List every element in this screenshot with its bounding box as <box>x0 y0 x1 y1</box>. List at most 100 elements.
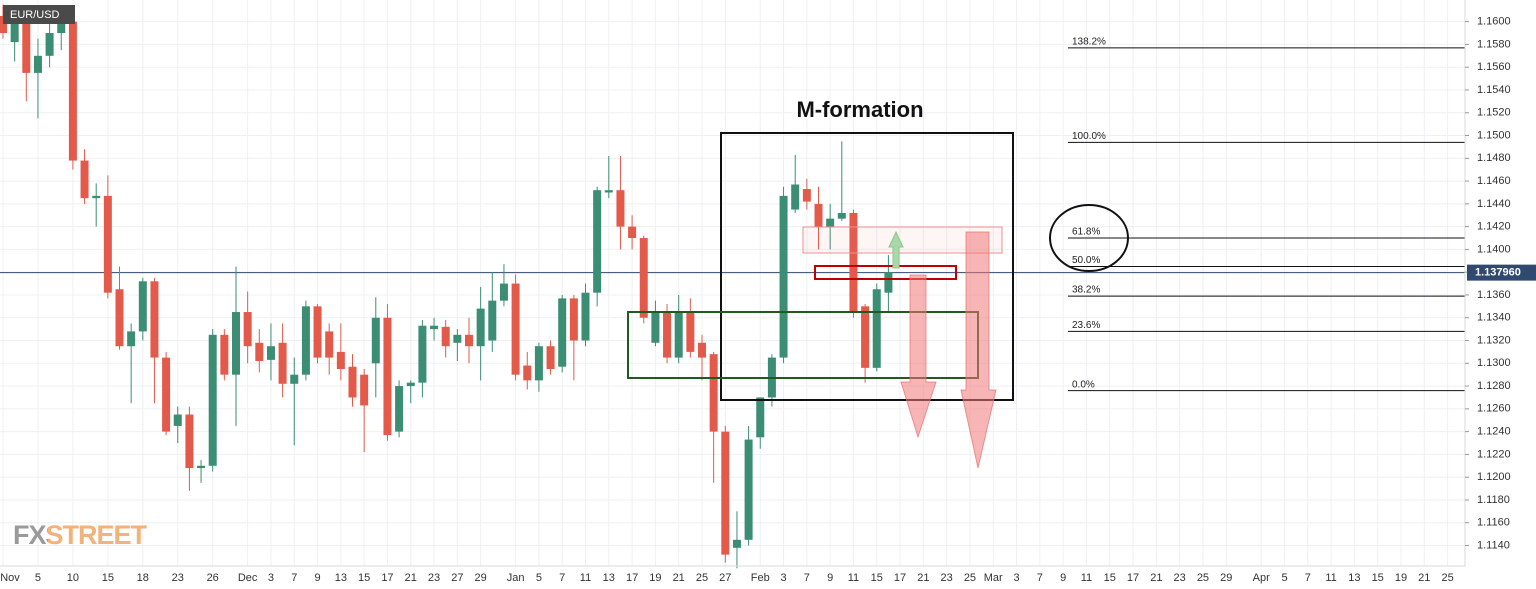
y-tick-label: 1.1200 <box>1477 471 1511 483</box>
candle-body <box>430 325 439 330</box>
candle-body <box>360 374 369 406</box>
candle-body <box>57 23 66 34</box>
candle-body <box>278 342 287 384</box>
candle-body <box>185 414 194 469</box>
x-tick-label: 25 <box>964 572 976 584</box>
x-tick-label: 23 <box>172 572 184 584</box>
candle-body <box>523 365 532 381</box>
x-tick-label: 7 <box>291 572 297 584</box>
y-tick-label: 1.1460 <box>1477 175 1511 187</box>
x-tick-label: 17 <box>381 572 393 584</box>
fib-label: 100.0% <box>1072 131 1106 142</box>
candle-body <box>593 190 602 293</box>
x-tick-label: 7 <box>1037 572 1043 584</box>
candle-body <box>301 306 310 375</box>
y-tick-label: 1.1180 <box>1477 494 1510 506</box>
candle-body <box>313 306 322 358</box>
down-arrow <box>900 274 937 439</box>
candle-body <box>22 15 31 73</box>
candle-body <box>476 308 485 347</box>
down-arrow <box>960 231 997 469</box>
x-tick-label: Mar <box>984 572 1003 584</box>
x-tick-label: 25 <box>1441 572 1453 584</box>
y-tick-label: 1.1500 <box>1477 129 1511 141</box>
current-price-badge <box>1467 264 1536 281</box>
y-tick-label: 1.1300 <box>1477 357 1511 369</box>
candle-body <box>115 289 124 347</box>
candle-body <box>220 334 229 375</box>
candle-body <box>861 306 870 368</box>
candle-body <box>266 346 275 360</box>
candle-body <box>499 283 508 301</box>
candle-body <box>802 189 811 202</box>
x-tick-label: 9 <box>314 572 320 584</box>
x-tick-label: 25 <box>696 572 708 584</box>
candle-body <box>604 190 613 193</box>
x-tick-label: 9 <box>827 572 833 584</box>
candle-body <box>558 298 567 367</box>
y-tick-label: 1.1560 <box>1477 61 1511 73</box>
watermark: FXSTREET <box>13 520 148 550</box>
candle-body <box>127 331 136 347</box>
candle-body <box>418 325 427 383</box>
candle-body <box>255 342 264 362</box>
x-tick-label: 23 <box>941 572 953 584</box>
candle-body <box>872 289 881 368</box>
candle-body <box>162 357 171 432</box>
y-tick-label: 1.1600 <box>1477 16 1511 28</box>
x-tick-label: 10 <box>67 572 79 584</box>
candle-body <box>616 190 625 227</box>
x-tick-label: 15 <box>1104 572 1116 584</box>
y-tick-label: 1.1220 <box>1477 448 1511 460</box>
fib-label: 38.2% <box>1072 285 1100 296</box>
x-tick-label: 7 <box>1305 572 1311 584</box>
x-tick-label: 3 <box>268 572 274 584</box>
candle-body <box>10 15 19 43</box>
x-tick-label: 9 <box>1060 572 1066 584</box>
candle-body <box>511 283 520 375</box>
x-tick-label: Nov <box>0 572 20 584</box>
candle-body <box>569 298 578 341</box>
x-tick-label: 13 <box>335 572 347 584</box>
candle-body <box>546 346 555 369</box>
fib-label: 0.0% <box>1072 379 1095 390</box>
x-tick-label: Dec <box>238 572 258 584</box>
fib-label: 138.2% <box>1072 36 1106 47</box>
y-tick-label: 1.1440 <box>1477 198 1511 210</box>
x-tick-label: 29 <box>475 572 487 584</box>
x-tick-label: 21 <box>1150 572 1162 584</box>
x-tick-label: 27 <box>719 572 731 584</box>
x-tick-label: 3 <box>780 572 786 584</box>
y-tick-label: 1.1540 <box>1477 84 1511 96</box>
x-tick-label: Feb <box>751 572 770 584</box>
neckline-zone <box>814 265 957 280</box>
candles <box>0 4 1465 569</box>
candle-body <box>581 292 590 341</box>
fib-label: 61.8% <box>1072 227 1100 238</box>
axes: 1.1140 1.1160 1.1180 1.1200 1.1220 1.1240 1.12… <box>0 16 1536 584</box>
x-tick-label: 19 <box>1395 572 1407 584</box>
candle-body <box>103 195 112 293</box>
candle-body <box>698 342 706 358</box>
x-tick-label: 3 <box>1013 572 1019 584</box>
x-tick-label: Apr <box>1253 572 1270 584</box>
candle-body <box>197 465 206 469</box>
y-tick-label: 1.1280 <box>1477 380 1511 392</box>
y-tick-label: 1.1340 <box>1477 312 1511 324</box>
x-tick-label: 11 <box>848 572 859 584</box>
x-tick-label: 23 <box>1174 572 1186 584</box>
candle-body <box>173 414 182 426</box>
x-tick-label: 15 <box>102 572 114 584</box>
price-axis <box>1465 0 1536 589</box>
candle-body <box>837 212 846 219</box>
candle-body <box>232 312 240 375</box>
x-tick-label: 25 <box>1197 572 1209 584</box>
candle-body <box>663 312 672 358</box>
candle-body <box>849 212 858 313</box>
symbol: EUR/USD <box>10 9 60 21</box>
candle-body <box>68 21 77 161</box>
candle-body <box>779 195 788 358</box>
x-tick-label: 5 <box>536 572 542 584</box>
fib-label: 50.0% <box>1072 255 1100 266</box>
candle-body <box>348 366 357 398</box>
